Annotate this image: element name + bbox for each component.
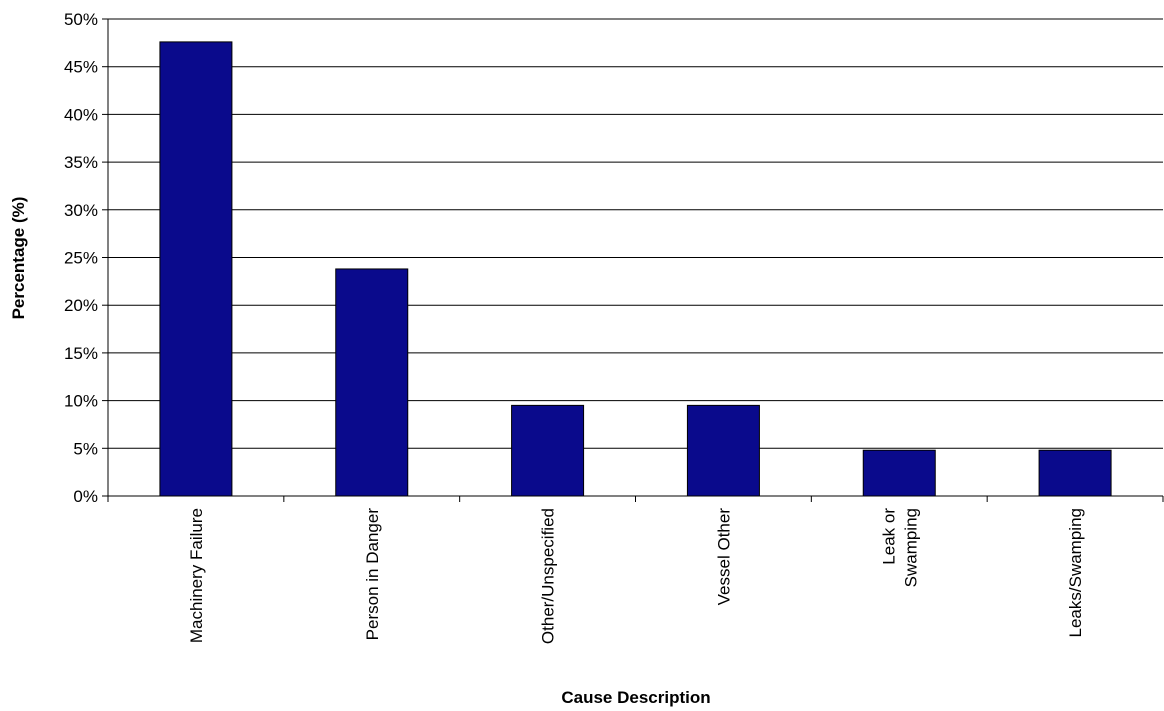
bars xyxy=(159,41,1112,497)
y-tick-label: 30% xyxy=(64,201,98,220)
bar xyxy=(159,41,233,497)
x-category-labels: Machinery Failure Person in Danger Other/U… xyxy=(187,508,1085,644)
y-tick-label: 20% xyxy=(64,296,98,315)
y-tick-label: 35% xyxy=(64,153,98,172)
bar xyxy=(862,449,936,497)
gridlines xyxy=(108,18,1163,449)
bar xyxy=(686,404,760,497)
axes xyxy=(102,18,1164,502)
y-tick-label: 45% xyxy=(64,58,98,77)
y-tick-label: 10% xyxy=(64,392,98,411)
bar xyxy=(335,268,409,497)
x-category-label: Other/Unspecified xyxy=(539,508,558,644)
y-tick-labels: 0% 5% 10% 15% 20% 25% 30% 35% 40% 45% 50% xyxy=(64,10,98,506)
x-category-label: Machinery Failure xyxy=(187,508,206,643)
y-tick-label: 40% xyxy=(64,105,98,124)
x-category-label: Leak or xyxy=(879,508,898,565)
y-tick-label: 0% xyxy=(73,487,98,506)
y-tick-label: 50% xyxy=(64,10,98,29)
x-category-label: Vessel Other xyxy=(714,508,733,606)
bar xyxy=(1038,449,1112,497)
bar xyxy=(511,404,585,497)
x-axis-title: Cause Description xyxy=(561,688,710,707)
x-category-label: Person in Danger xyxy=(363,508,382,641)
y-tick-label: 5% xyxy=(73,439,98,458)
x-category-label: Leaks/Swamping xyxy=(1066,508,1085,637)
y-axis-title: Percentage (%) xyxy=(9,197,28,320)
x-category-label: Swamping xyxy=(901,508,920,587)
y-tick-label: 15% xyxy=(64,344,98,363)
y-tick-label: 25% xyxy=(64,249,98,268)
